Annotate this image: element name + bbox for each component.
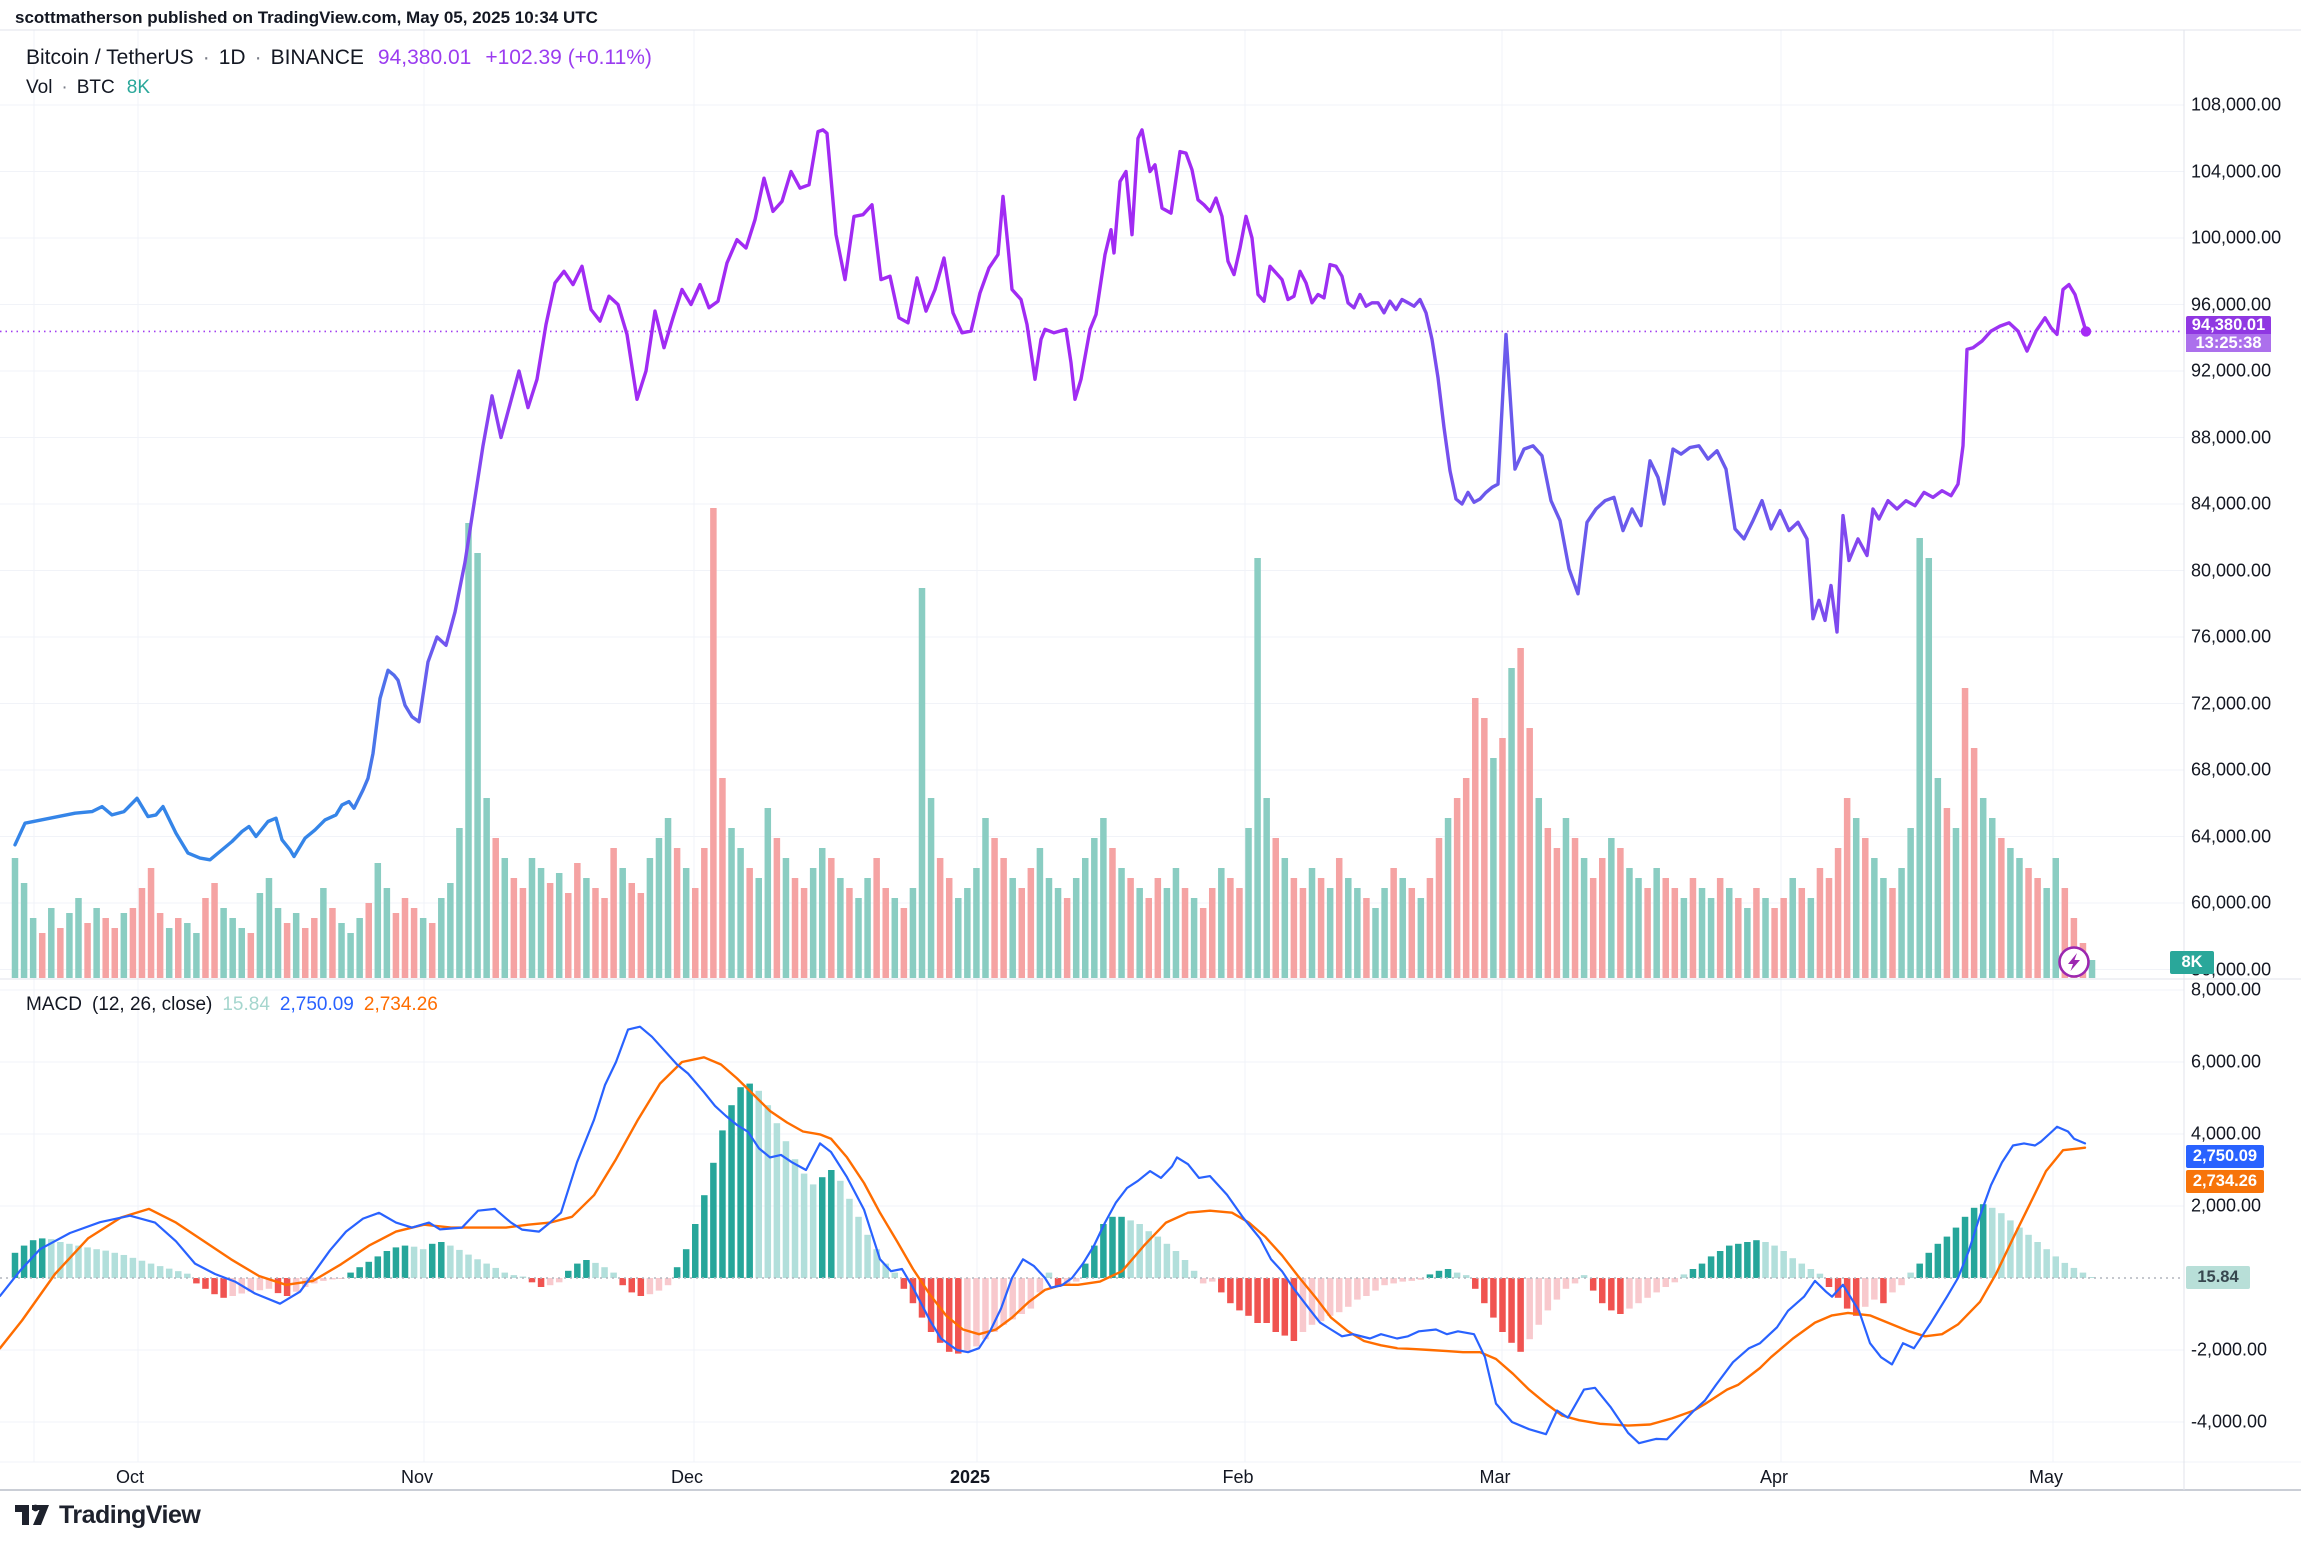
price-tick-label: 88,000.00 bbox=[2191, 427, 2272, 447]
price-change: +102.39 (+0.11%) bbox=[485, 46, 652, 69]
macd-signal-badge: 2,734.26 bbox=[2186, 1170, 2264, 1193]
month-label: Apr bbox=[1759, 1467, 1789, 1487]
month-label: Dec bbox=[670, 1467, 704, 1487]
vol-label: Vol bbox=[26, 77, 53, 98]
vol-value: 8K bbox=[126, 77, 150, 98]
attribution-text: scottmatherson published on TradingView.… bbox=[15, 8, 598, 27]
price-tick-label: 108,000.00 bbox=[2191, 94, 2282, 115]
price-tick-label: 72,000.00 bbox=[2191, 693, 2272, 713]
price-tick-label: 100,000.00 bbox=[2191, 227, 2282, 248]
last-price: 94,380.01 bbox=[377, 46, 472, 69]
current-price-badge: 94,380.01 13:25:38 bbox=[2186, 316, 2271, 352]
month-label: Oct bbox=[115, 1467, 145, 1487]
current-price-value: 94,380.01 bbox=[2191, 315, 2266, 334]
bar-countdown: 13:25:38 bbox=[2186, 334, 2271, 352]
tradingview-logo-icon bbox=[15, 1504, 49, 1525]
price-tick-label: 104,000.00 bbox=[2191, 161, 2282, 181]
vol-symbol: BTC bbox=[76, 77, 115, 98]
symbol-header: Bitcoin / TetherUS · 1D · BINANCE 94,380… bbox=[26, 46, 652, 70]
macd-tick-label: -4,000.00 bbox=[2191, 1411, 2268, 1432]
price-tick-label: 80,000.00 bbox=[2191, 560, 2272, 580]
price-tick-label: 92,000.00 bbox=[2191, 360, 2272, 381]
price-tick-label: 96,000.00 bbox=[2191, 294, 2272, 314]
macd-tick-label: 4,000.00 bbox=[2191, 1123, 2262, 1144]
separator-dot: · bbox=[202, 46, 210, 69]
exchange-label: BINANCE bbox=[270, 46, 364, 69]
price-tick-label: 76,000.00 bbox=[2191, 626, 2272, 647]
volume-badge: 8K bbox=[2170, 951, 2214, 974]
macd-tick-label: 6,000.00 bbox=[2191, 1051, 2262, 1072]
interval-label: 1D bbox=[218, 46, 246, 69]
macd-line-badge: 2,750.09 bbox=[2186, 1145, 2264, 1168]
price-tick-label: 64,000.00 bbox=[2191, 826, 2272, 846]
macd-header: MACD (12, 26, close) 15.84 2,750.09 2,73… bbox=[26, 994, 448, 1016]
separator-dot: · bbox=[254, 46, 262, 69]
tradingview-logo[interactable]: TradingView bbox=[15, 1500, 201, 1530]
symbol-name: Bitcoin / TetherUS bbox=[26, 46, 194, 69]
separator-dot: · bbox=[61, 77, 68, 98]
macd-label: MACD bbox=[26, 994, 82, 1015]
month-label: Nov bbox=[400, 1467, 434, 1487]
macd-tick-label: -2,000.00 bbox=[2191, 1339, 2268, 1360]
month-label: 2025 bbox=[949, 1467, 991, 1487]
volume-header: Vol · BTC 8K bbox=[26, 77, 150, 99]
month-label: May bbox=[2028, 1467, 2064, 1487]
month-label: Mar bbox=[1479, 1467, 1511, 1487]
price-tick-label: 68,000.00 bbox=[2191, 759, 2272, 780]
macd-hist-value: 15.84 bbox=[222, 994, 270, 1015]
macd-signal-value: 2,734.26 bbox=[363, 994, 438, 1015]
macd-params: (12, 26, close) bbox=[91, 994, 213, 1015]
price-tick-label: 60,000.00 bbox=[2191, 892, 2272, 913]
lightning-icon[interactable] bbox=[2057, 945, 2091, 979]
macd-hist-badge: 15.84 bbox=[2186, 1266, 2250, 1289]
month-label: Feb bbox=[1222, 1467, 1254, 1487]
macd-tick-label: 8,000.00 bbox=[2191, 979, 2262, 1000]
macd-tick-label: 2,000.00 bbox=[2191, 1195, 2262, 1216]
tradingview-logo-text: TradingView bbox=[59, 1500, 201, 1529]
price-tick-label: 84,000.00 bbox=[2191, 493, 2272, 514]
macd-line-value: 2,750.09 bbox=[279, 994, 354, 1015]
